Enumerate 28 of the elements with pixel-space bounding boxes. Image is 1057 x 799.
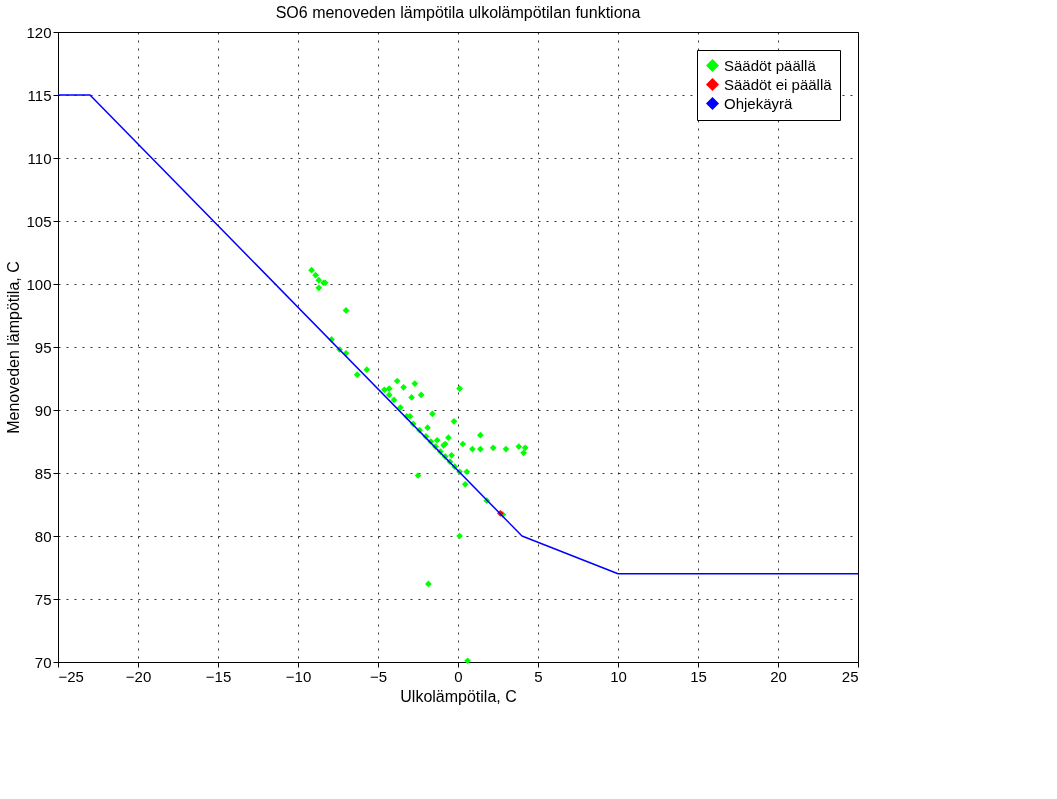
y-tick-label: 95	[34, 338, 52, 356]
legend-label: Säädöt päällä	[724, 56, 817, 74]
x-tick-label: −10	[285, 667, 312, 685]
x-tick-label: −20	[125, 667, 152, 685]
x-tick-label: 15	[690, 667, 707, 685]
x-tick-label: −25	[58, 667, 84, 685]
x-axis-title: Ulkolämpötila, C	[400, 687, 517, 705]
y-tick-label: 90	[34, 401, 52, 419]
x-tick-label: 20	[770, 667, 787, 685]
y-tick-label: 80	[34, 527, 52, 545]
legend-label: Säädöt ei päällä	[724, 75, 833, 93]
y-tick-label: 70	[34, 653, 52, 671]
x-tick-label: 10	[610, 667, 627, 685]
x-tick-label: 0	[454, 667, 463, 685]
y-tick-label: 120	[26, 23, 52, 41]
y-tick-label: 115	[27, 86, 52, 104]
x-tick-label: 25	[841, 667, 859, 685]
x-tick-label: −15	[205, 667, 232, 685]
x-tick-label: 5	[534, 667, 543, 685]
y-tick-label: 105	[26, 212, 52, 230]
chart-title: SO6 menoveden lämpötila ulkolämpötilan funktiona	[275, 4, 641, 21]
y-tick-label: 85	[34, 464, 52, 482]
x-tick-label: −5	[369, 667, 388, 685]
y-tick-label: 110	[27, 149, 52, 167]
y-axis-title: Menoveden lämpötila, C	[5, 261, 23, 434]
y-tick-label: 100	[26, 275, 52, 293]
y-tick-label: 75	[34, 590, 52, 608]
legend-label: Ohjekäyrä	[724, 94, 794, 112]
